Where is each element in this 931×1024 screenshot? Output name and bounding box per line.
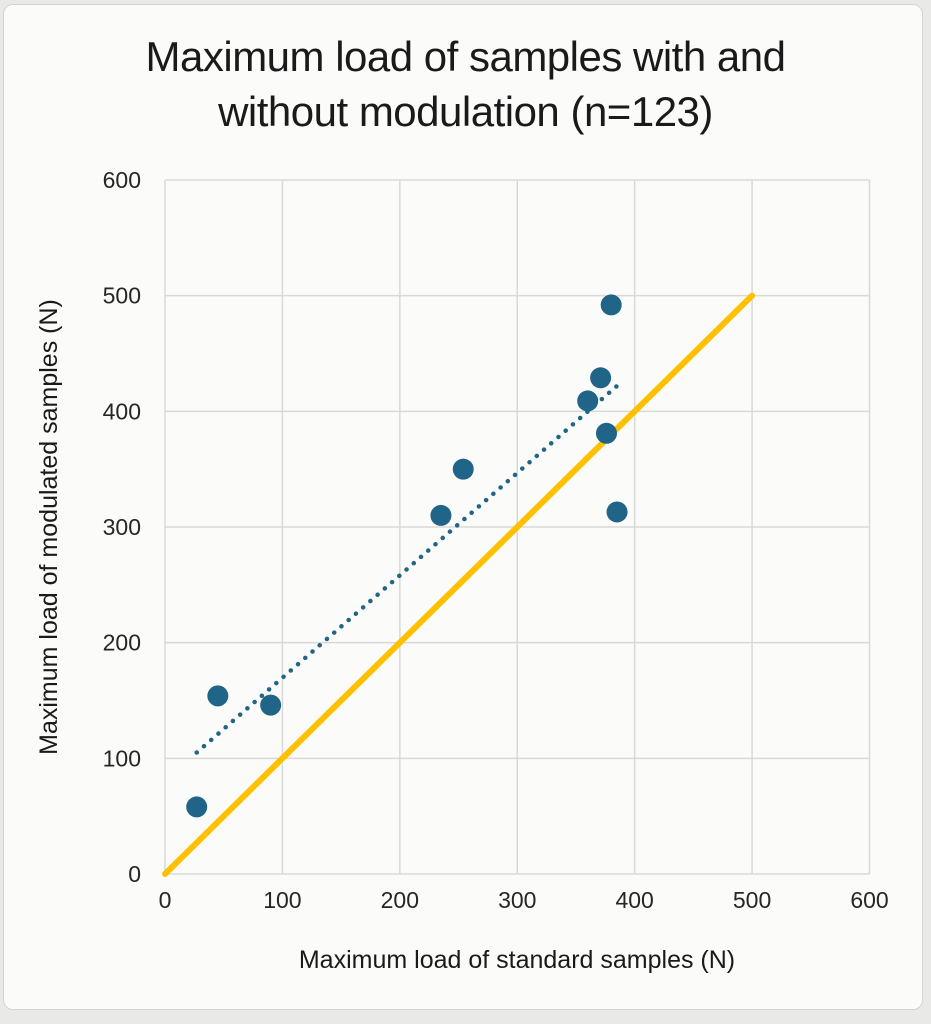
y-tick-label: 100 — [103, 745, 141, 771]
data-point — [186, 796, 208, 818]
y-tick-label: 0 — [128, 861, 141, 887]
y-tick-label: 400 — [103, 398, 141, 424]
x-tick-label: 400 — [615, 887, 653, 913]
data-point — [606, 501, 628, 523]
tick-labels: 0 100 200 300 400 500 600 0 100 200 300 400 500 600 — [103, 167, 889, 913]
identity-line — [162, 292, 756, 877]
y-tick-label: 500 — [103, 283, 141, 309]
x-axis-title: Maximum load of standard samples (N) — [299, 946, 735, 974]
y-tick-label: 600 — [103, 167, 141, 193]
data-point — [207, 685, 229, 707]
x-tick-label: 600 — [850, 887, 888, 913]
series-layer — [162, 292, 756, 877]
y-axis-title: Maximum load of modulated samples (N) — [35, 299, 63, 755]
y-tick-label: 200 — [103, 630, 141, 656]
x-tick-label: 0 — [159, 887, 172, 913]
data-point — [430, 504, 452, 526]
data-point — [260, 694, 282, 716]
data-point — [600, 294, 622, 316]
data-point — [452, 458, 474, 480]
x-tick-label: 100 — [263, 887, 301, 913]
data-point — [590, 367, 612, 389]
data-point — [595, 422, 617, 444]
y-tick-label: 300 — [103, 514, 141, 540]
trendline — [194, 383, 620, 755]
x-tick-label: 200 — [381, 887, 419, 913]
x-tick-label: 300 — [498, 887, 536, 913]
chart-title: Maximum load of samples with and without… — [145, 33, 786, 135]
data-point — [577, 390, 599, 412]
x-tick-label: 500 — [733, 887, 771, 913]
chart-card — [3, 4, 923, 1010]
